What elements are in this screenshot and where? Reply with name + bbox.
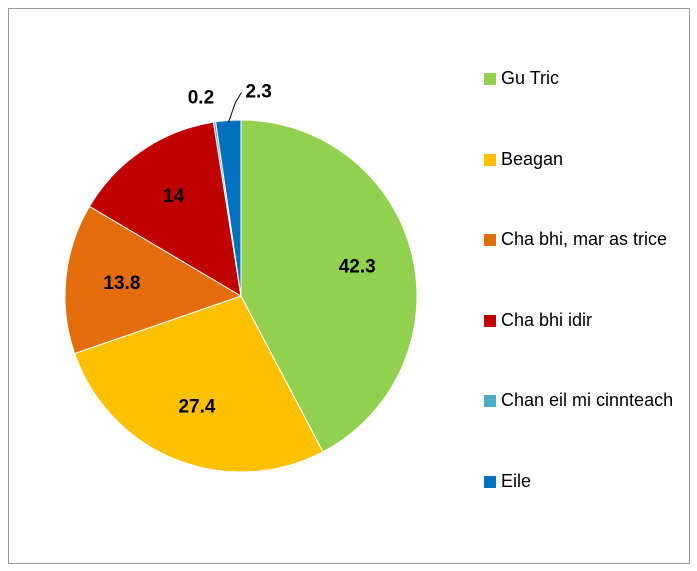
leader-line bbox=[227, 92, 242, 123]
data-label: 42.3 bbox=[339, 256, 376, 277]
pie-slice bbox=[240, 119, 418, 453]
legend-swatch bbox=[484, 73, 496, 85]
pie-slice bbox=[88, 121, 242, 297]
legend-item: Cha bhi, mar as trice bbox=[484, 226, 674, 253]
legend-item: Eile bbox=[484, 468, 674, 495]
pie-slice bbox=[64, 205, 243, 355]
legend-label: Cha bhi, mar as trice bbox=[501, 229, 668, 250]
legend-swatch bbox=[484, 395, 496, 408]
data-label: 13.8 bbox=[103, 273, 140, 294]
legend-label: Eile bbox=[501, 471, 532, 491]
legend-swatch bbox=[484, 314, 496, 327]
legend-swatch bbox=[484, 476, 496, 488]
legend-item: Gu Tric bbox=[484, 65, 674, 92]
data-label: 27.4 bbox=[178, 396, 215, 417]
data-label: 14 bbox=[163, 186, 185, 207]
legend-label: Beagan bbox=[501, 148, 564, 169]
pie-slice bbox=[74, 295, 324, 473]
legend-label: Cha bhi idir bbox=[501, 309, 593, 330]
legend-item: Chan eil mi cinnteach bbox=[484, 387, 674, 414]
legend-label: Chan eil mi cinnteach bbox=[501, 390, 674, 411]
data-label: 2.3 bbox=[245, 81, 271, 102]
legend-swatch bbox=[484, 234, 496, 247]
legend-item: Beagan bbox=[484, 146, 674, 173]
legend-swatch bbox=[484, 153, 496, 166]
legend-item: Cha bhi idir bbox=[484, 307, 674, 334]
legend-label: Gu Tric bbox=[501, 68, 560, 88]
pie-slice bbox=[215, 119, 242, 297]
data-label: 0.2 bbox=[188, 87, 214, 108]
